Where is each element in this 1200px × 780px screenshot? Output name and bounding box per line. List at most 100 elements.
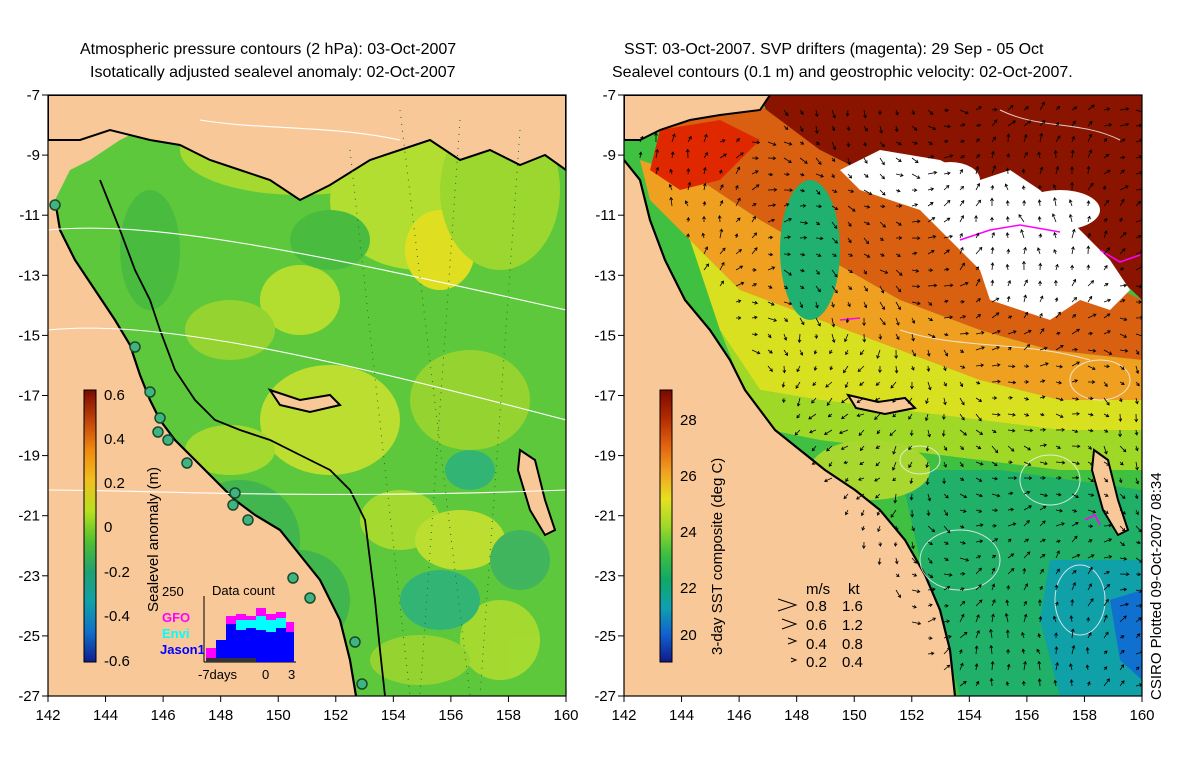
velocity-arrow — [908, 445, 913, 450]
left-lon-tick-label: 150 — [266, 707, 291, 724]
velocity-arrow — [1007, 380, 1017, 385]
velocity-arrow — [991, 119, 998, 127]
velocity-arrow — [959, 262, 965, 271]
velocity-arrow — [943, 619, 951, 624]
velocity-arrow — [1118, 397, 1123, 403]
velocity-arrow — [895, 188, 901, 193]
velocity-arrow — [1070, 628, 1075, 639]
velocity-arrow — [1087, 348, 1097, 353]
velocity-arrow — [1053, 197, 1057, 207]
velocity-arrow — [991, 583, 996, 591]
right-lon-tick-label: 158 — [1072, 707, 1097, 724]
velocity-arrow — [1039, 379, 1046, 384]
velocity-arrow — [847, 285, 853, 290]
velocity-arrow — [794, 429, 801, 436]
velocity-arrow — [1039, 395, 1046, 400]
velocity-arrow — [783, 172, 790, 177]
velocity-arrow — [1037, 660, 1042, 671]
velocity-arrow — [1087, 331, 1094, 336]
velocity-arrow — [1071, 120, 1076, 127]
velocity-arrow — [717, 215, 722, 223]
velocity-arrow — [1005, 216, 1010, 223]
velocity-arrow — [1039, 362, 1049, 367]
velocity-arrow — [1119, 348, 1129, 353]
velocity-arrow — [895, 573, 900, 578]
velocity-arrow — [878, 541, 883, 547]
velocity-arrow — [1007, 330, 1017, 335]
velocity-arrow — [1007, 412, 1016, 417]
velocity-arrow — [1005, 599, 1010, 607]
sst-tick-26: 26 — [680, 468, 697, 485]
velocity-arrow — [1004, 183, 1009, 191]
velocity-arrow — [1055, 364, 1063, 369]
velocity-arrow — [1103, 493, 1109, 497]
velocity-arrow — [1055, 413, 1064, 418]
velocity-arrow — [1071, 644, 1076, 655]
velocity-arrow — [1071, 444, 1081, 449]
velocity-arrow — [959, 477, 965, 481]
velocity-arrow — [943, 139, 949, 144]
velocity-arrow — [1087, 396, 1094, 401]
velocity-arrow — [1135, 509, 1139, 516]
velocity-arrow — [847, 269, 854, 273]
velocity-arrow — [895, 285, 902, 293]
velocity-arrow — [943, 365, 947, 372]
velocity-arrow — [687, 135, 692, 143]
velocity-arrow — [1102, 185, 1107, 191]
velocity-arrow — [669, 168, 673, 175]
velocity-arrow — [991, 476, 999, 481]
velocity-arrow — [959, 365, 966, 369]
velocity-arrow — [925, 445, 930, 452]
velocity-arrow — [845, 317, 850, 324]
velocity-arrow — [703, 151, 709, 159]
velocity-arrow — [925, 461, 930, 469]
velocity-arrow — [1023, 294, 1027, 303]
velocity-arrow — [1085, 646, 1090, 655]
velocity-arrow — [1007, 445, 1015, 452]
velocity-arrow — [767, 218, 776, 223]
velocity-arrow — [959, 461, 964, 468]
velocity-arrow — [911, 525, 915, 532]
velocity-arrow — [1069, 679, 1074, 687]
velocity-arrow — [895, 589, 901, 599]
velocity-arrow — [841, 413, 849, 420]
velocity-arrow — [1135, 333, 1142, 338]
velocity-arrow — [1053, 248, 1057, 255]
velocity-arrow — [1071, 228, 1076, 239]
velocity-arrow — [1054, 297, 1059, 303]
left-lat-tick-label: -21 — [18, 508, 40, 525]
velocity-arrow — [1119, 615, 1127, 623]
velocity-arrow — [1005, 167, 1010, 175]
velocity-arrow — [783, 269, 792, 276]
velocity-arrow — [1038, 615, 1043, 623]
velocity-arrow — [1007, 522, 1017, 527]
velocity-arrow — [1071, 522, 1079, 527]
velocity-arrow — [815, 221, 821, 226]
velocity-arrow — [1087, 120, 1093, 127]
right-island-2 — [1090, 448, 1130, 537]
velocity-arrow — [943, 445, 948, 451]
velocity-arrow — [959, 139, 965, 144]
velocity-arrow — [1008, 476, 1018, 480]
velocity-row-4-ms: 0.2 — [806, 654, 827, 671]
velocity-arrow — [959, 413, 965, 421]
velocity-arrow — [959, 299, 965, 304]
velocity-arrow — [767, 252, 774, 257]
velocity-arrow — [719, 280, 724, 287]
velocity-arrow — [893, 493, 898, 504]
velocity-arrow — [975, 539, 984, 544]
velocity-arrow — [815, 204, 823, 209]
velocity-arrow — [879, 221, 886, 228]
velocity-arrow — [718, 169, 723, 175]
velocity-arrow — [1039, 554, 1046, 559]
velocity-arrow — [877, 557, 882, 566]
velocity-arrow — [943, 108, 949, 113]
velocity-arrow — [783, 125, 789, 130]
velocity-arrow — [861, 525, 866, 531]
velocity-arrow — [874, 477, 881, 482]
velocity-arrow — [895, 317, 900, 326]
velocity-arrow — [943, 664, 951, 671]
velocity-arrow — [890, 381, 897, 389]
velocity-arrow — [1006, 584, 1011, 591]
velocity-arrow — [1071, 411, 1080, 416]
